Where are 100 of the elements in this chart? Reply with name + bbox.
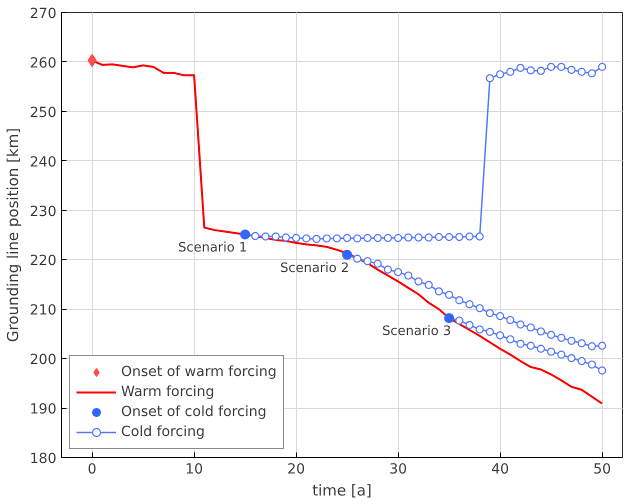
- point: [557, 350, 566, 359]
- point: [282, 233, 290, 242]
- legend-label: Onset of warm forcing: [121, 364, 277, 380]
- legend-label: Cold forcing: [121, 424, 205, 440]
- point: [353, 254, 362, 263]
- annotation: Scenario 3: [382, 324, 452, 340]
- y-tick-label: 230: [30, 204, 57, 220]
- point: [465, 320, 474, 330]
- point: [424, 233, 433, 242]
- point: [292, 234, 300, 242]
- y-tick-label: 190: [30, 402, 57, 418]
- y-axis-title: Grounding line position [km]: [4, 128, 22, 342]
- point: [445, 232, 454, 242]
- x-tick-label: 40: [491, 462, 510, 478]
- point: [536, 327, 545, 336]
- x-tick-label: 0: [88, 462, 97, 478]
- point: [394, 234, 402, 242]
- point: [486, 309, 494, 318]
- y-tick-label: 200: [30, 352, 57, 368]
- point: [384, 234, 392, 242]
- legend-label: Warm forcing: [121, 384, 214, 400]
- annotation: Scenario 1: [178, 240, 248, 256]
- point: [414, 233, 423, 242]
- point: [567, 354, 576, 362]
- y-tick-label: 220: [30, 253, 57, 270]
- point: [363, 257, 372, 266]
- point: [384, 266, 392, 274]
- point: [322, 234, 331, 243]
- point: [547, 348, 556, 356]
- point: [506, 335, 514, 344]
- y-tick-label: 240: [30, 154, 57, 170]
- point: [526, 323, 535, 332]
- point: [578, 68, 586, 76]
- point: [374, 260, 382, 268]
- x-tick-label: 30: [389, 462, 408, 478]
- point: [516, 340, 525, 348]
- x-tick-label: 10: [185, 462, 204, 478]
- point: [404, 271, 412, 280]
- point: [506, 68, 514, 76]
- point: [547, 330, 556, 339]
- point: [394, 268, 402, 276]
- x-tick-label: 50: [593, 462, 612, 478]
- point: [455, 232, 464, 242]
- point: [598, 342, 606, 350]
- point: [598, 62, 606, 71]
- point: [526, 342, 535, 350]
- legend-label: Onset of cold forcing: [121, 404, 266, 420]
- point: [567, 336, 576, 345]
- point: [547, 62, 556, 71]
- point: [588, 342, 596, 350]
- point: [516, 64, 525, 72]
- point: [476, 304, 484, 312]
- point: [536, 66, 545, 75]
- point: [434, 232, 443, 242]
- point: [434, 287, 443, 296]
- point: [486, 328, 494, 336]
- point: [588, 69, 596, 78]
- y-tick-label: 180: [30, 451, 57, 467]
- point: [496, 70, 504, 78]
- y-tick-label: 250: [30, 104, 57, 121]
- point: [496, 312, 504, 320]
- point: [578, 356, 586, 366]
- point: [526, 66, 535, 74]
- point: [516, 320, 525, 329]
- x-tick-label: 20: [287, 462, 306, 478]
- point: [414, 277, 423, 286]
- point: [598, 366, 606, 375]
- point: [332, 234, 341, 243]
- point: [486, 74, 494, 82]
- point: [465, 300, 474, 308]
- point: [455, 316, 464, 325]
- point: [88, 54, 97, 67]
- y-tick-label: 260: [30, 55, 57, 72]
- point: [578, 339, 586, 348]
- point: [445, 290, 454, 299]
- point: [588, 360, 596, 369]
- point: [557, 334, 566, 342]
- point: [343, 234, 352, 242]
- point: [476, 232, 484, 241]
- point: [465, 232, 474, 241]
- point: [272, 232, 280, 241]
- point: [496, 331, 504, 340]
- point: [557, 62, 566, 71]
- point: [302, 234, 310, 243]
- point: [374, 234, 382, 242]
- point: [363, 234, 372, 242]
- annotation: Scenario 2: [280, 260, 350, 276]
- y-tick-label: 210: [30, 302, 57, 319]
- point: [506, 316, 514, 324]
- y-tick-label: 270: [30, 6, 57, 22]
- point: [312, 234, 321, 244]
- point: [567, 66, 576, 74]
- point: [476, 325, 484, 334]
- point: [404, 233, 412, 242]
- point: [455, 296, 464, 304]
- point: [251, 232, 260, 240]
- point: [261, 232, 270, 241]
- point: [424, 280, 433, 290]
- point: [536, 344, 545, 353]
- point: [353, 234, 362, 243]
